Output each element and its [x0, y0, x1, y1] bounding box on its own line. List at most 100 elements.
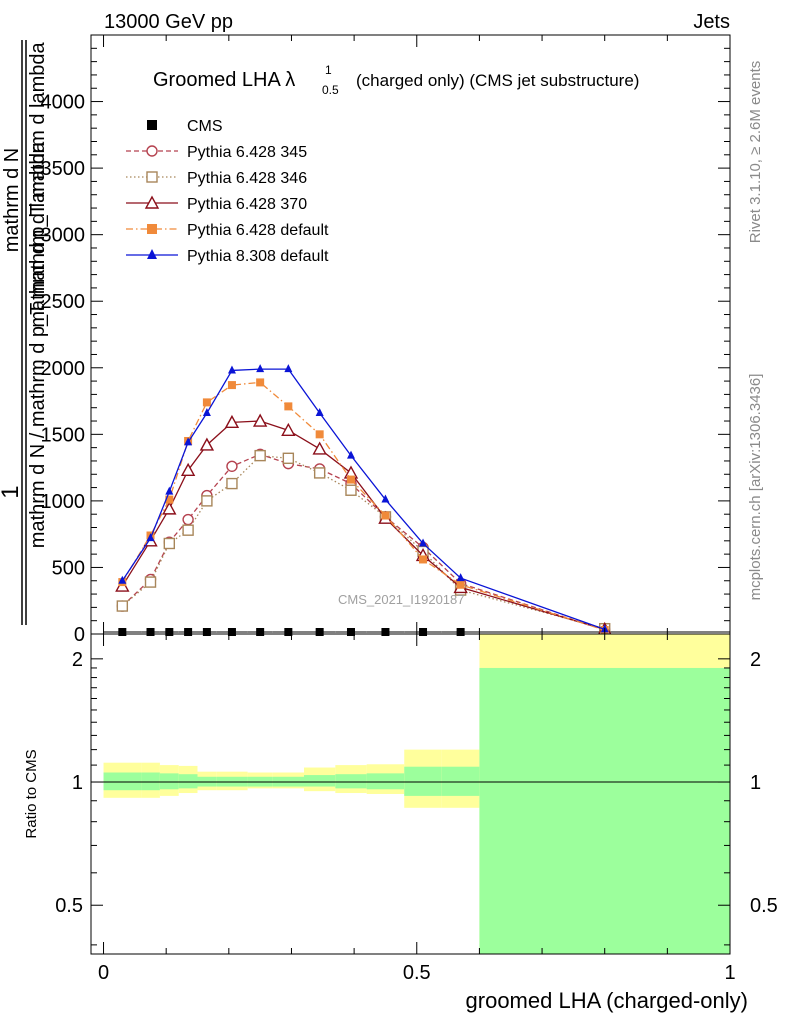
data-point	[184, 628, 193, 637]
data-point	[254, 449, 266, 462]
data-point	[199, 437, 215, 451]
data-point	[419, 555, 428, 564]
data-point	[315, 628, 324, 637]
data-point	[284, 364, 293, 373]
series-line-4	[121, 381, 605, 631]
data-point	[146, 628, 155, 637]
legend-label: Pythia 6.428 346	[187, 170, 307, 187]
ratio-stat-band	[335, 774, 367, 789]
ylabel-fraction-numerator: 1	[0, 485, 24, 498]
ratio-plot-panel: 0.5 0.5 1 1 2 2	[55, 633, 778, 955]
data-point	[456, 573, 465, 582]
header-right-label: Jets	[693, 11, 730, 33]
data-point	[345, 484, 357, 496]
analysis-watermark: CMS_2021_I1920187	[338, 592, 465, 607]
x-tick-label: 1	[724, 962, 735, 984]
ratio-stat-band	[304, 775, 336, 787]
data-point	[284, 402, 293, 411]
ylabel-fraction-denominator-bottom: mathrm d p_T mathrm d lambda	[27, 41, 49, 327]
data-point	[315, 430, 324, 439]
ratio-tick-label: 1	[72, 772, 83, 794]
data-point	[118, 575, 127, 584]
y-tick-label: 4000	[41, 92, 86, 114]
data-point	[182, 513, 194, 526]
data-point	[346, 628, 355, 637]
data-point	[227, 365, 236, 374]
data-point	[182, 524, 194, 536]
header-left-label: 13000 GeV pp	[104, 11, 233, 33]
rivet-version-label: Rivet 3.1.10, ≥ 2.6M events	[747, 61, 764, 244]
data-point	[146, 533, 155, 542]
data-point	[165, 486, 174, 495]
data-point	[162, 501, 177, 515]
data-point	[456, 628, 465, 637]
data-point	[165, 628, 174, 637]
ratio-stat-band	[141, 772, 160, 791]
data-point	[313, 467, 326, 479]
ratio-tick-label-right: 0.5	[750, 895, 778, 917]
legend-label: Pythia 8.308 default	[187, 248, 329, 265]
data-point	[312, 441, 327, 455]
y-tick-label: 1000	[41, 491, 86, 513]
data-point	[456, 580, 465, 589]
data-point	[381, 511, 390, 520]
mcplots-label: mcplots.cern.ch [arXiv:1306.3436]	[747, 374, 764, 601]
legend-marker	[146, 145, 158, 157]
data-point	[224, 414, 240, 429]
data-point	[201, 495, 213, 507]
data-point	[315, 408, 324, 417]
data-point	[419, 628, 428, 637]
legend-label: Pythia 6.428 370	[187, 196, 307, 213]
data-point	[144, 576, 157, 588]
data-point	[281, 422, 296, 437]
ratio-tick-label: 2	[72, 649, 83, 671]
y-tick-label: 2500	[41, 291, 86, 313]
data-point	[116, 600, 129, 612]
ylabel-fraction-denominator-top: mathrm d N	[1, 148, 23, 252]
data-point	[180, 462, 196, 476]
series-line-5	[121, 368, 605, 630]
data-point	[226, 460, 238, 472]
y-tick-label: 2000	[41, 358, 86, 380]
series-0	[103, 628, 730, 637]
data-point	[419, 538, 428, 547]
data-point	[227, 381, 236, 390]
ratio-stat-band	[441, 766, 480, 796]
legend-marker	[144, 195, 160, 209]
data-point	[256, 378, 265, 387]
y-tick-label: 500	[52, 557, 85, 579]
legend-marker	[147, 224, 157, 234]
ratio-stat-band	[366, 773, 405, 790]
chart-title-suffix: (charged only) (CMS jet substructure)	[356, 71, 639, 90]
data-point	[163, 537, 176, 550]
x-tick-label: 0	[98, 962, 109, 984]
x-tick-label: 0.5	[403, 962, 431, 984]
legend-marker	[147, 249, 157, 259]
legend: CMS Pythia 6.428 345 Pythia 6.428 346 Pythi…	[126, 118, 329, 265]
data-point	[202, 408, 211, 417]
ratio-tick-label-right: 1	[750, 772, 761, 794]
data-point	[256, 628, 265, 637]
legend-marker	[146, 171, 158, 183]
ratio-tick-label: 0.5	[55, 895, 83, 917]
data-point	[381, 628, 390, 637]
ratio-tick-label-right: 2	[750, 649, 761, 671]
series-line-1	[121, 453, 605, 631]
ylabel-main: mathrm d N / mathrm d p_T mathrm d lambd…	[27, 141, 49, 548]
data-point	[202, 398, 211, 407]
legend-label: CMS	[187, 118, 223, 135]
legend-marker	[147, 120, 157, 130]
chart-title-superscript: 1	[325, 63, 332, 77]
ratio-stat-band	[404, 766, 442, 796]
chart-title: Groomed LHA λ	[153, 69, 295, 91]
series-line-2	[121, 454, 605, 630]
legend-label: Pythia 6.428 345	[187, 144, 307, 161]
data-point	[118, 628, 127, 637]
main-ylabel: 1 mathrm d N mathrm d N / mathrm d p_T m…	[0, 40, 49, 625]
ratio-stat-band	[159, 773, 179, 790]
data-point	[252, 413, 268, 427]
legend-label: Pythia 6.428 default	[187, 222, 329, 239]
data-point	[284, 628, 293, 637]
y-tick-label: 3000	[41, 225, 86, 247]
